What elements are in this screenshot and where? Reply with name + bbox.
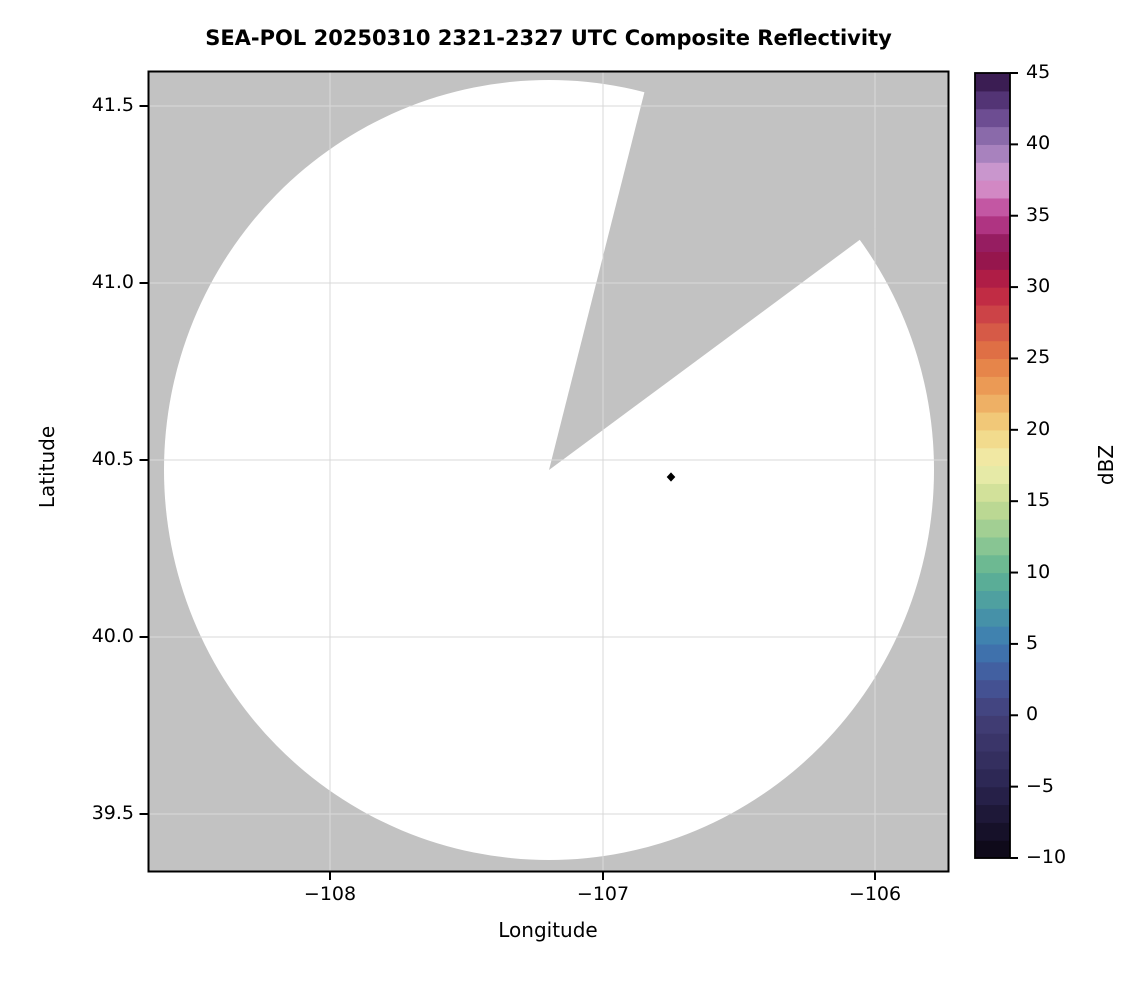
axes-frame [147,70,950,873]
ytick-label: 41.5 [91,94,134,116]
colorbar-tick-label: −5 [1026,774,1055,797]
blocked-sector-wedge [549,72,948,470]
colorbar-tick-label: 30 [1026,275,1051,298]
colorbar-band [975,804,1010,823]
colorbar-tick-label: 5 [1026,631,1039,654]
colorbar-band [975,590,1010,609]
colorbar-band [975,483,1010,502]
colorbar-frame [974,72,1011,859]
colorbar-band [975,376,1010,395]
colorbar-band [975,661,1010,681]
colorbar-band [975,287,1010,306]
colorbar-band [975,251,1010,270]
colorbar-tick-label: 15 [1026,489,1051,512]
colorbar-band [975,180,1010,199]
colorbar-band [975,840,1010,859]
colorbar-band [975,269,1010,288]
colorbar-band [975,608,1010,627]
colorbar-band [975,304,1010,324]
colorbar-band [975,108,1010,128]
colorbar-tick-label: 45 [1026,61,1051,83]
colorbar-band [975,643,1010,663]
colorbar-band [975,750,1010,770]
colorbar-band [975,90,1010,110]
y-axis-label: Latitude [35,425,59,509]
colorbar-band [975,144,1010,163]
colorbar-band [975,340,1010,360]
colorbar-band [975,501,1010,520]
colorbar-tick-label: 0 [1026,703,1039,726]
ytick-label: 39.5 [91,802,134,824]
ytick-label: 40.0 [91,625,134,647]
colorbar-band [975,233,1010,253]
colorbar-band [975,197,1010,217]
colorbar-band [975,162,1010,181]
axis-ticks [139,105,876,880]
colorbar-band [975,786,1010,806]
colorbar-tick-label: −10 [1026,846,1067,868]
xtick-label: −108 [303,883,357,905]
colorbar-band [975,73,1010,92]
site-marker-diamond [666,472,676,482]
colorbar-tick-label: 25 [1026,346,1051,369]
colorbar-band [975,465,1010,484]
colorbar-tick-label: 10 [1026,560,1051,583]
colorbar-axis-label: dBZ [1094,444,1118,486]
colorbar-band [975,447,1010,467]
colorbar-tick-label: 20 [1026,417,1051,440]
colorbar-band [975,697,1010,716]
colorbar-tick-label: 35 [1026,203,1051,226]
colorbar-band [975,322,1010,342]
colorbar-band [975,822,1010,841]
colorbar-band [975,411,1010,431]
colorbar-tick-label: 40 [1026,132,1051,155]
colorbar-band [975,733,1010,752]
plot-title: SEA-POL 20250310 2321-2327 UTC Composite… [205,26,892,50]
gridlines [149,72,948,871]
ytick-label: 40.5 [91,448,134,470]
colorbar-ticks [1010,72,1018,859]
colorbar-band [975,626,1010,645]
colorbar-band [975,215,1010,235]
colorbar-band [975,394,1010,413]
colorbar-gradient [975,73,1010,859]
colorbar-band [975,768,1010,788]
colorbar-band [975,715,1010,734]
colorbar-band [975,572,1010,591]
colorbar-band [975,679,1010,699]
xtick-label: −106 [848,883,902,905]
x-axis-label: Longitude [498,918,598,942]
xtick-label: −107 [576,883,630,905]
colorbar-band [975,519,1010,538]
colorbar-band [975,126,1010,145]
colorbar-band [975,358,1010,377]
colorbar-band [975,554,1010,574]
colorbar-band [975,536,1010,556]
ytick-label: 41.0 [91,271,134,293]
colorbar-band [975,429,1010,449]
